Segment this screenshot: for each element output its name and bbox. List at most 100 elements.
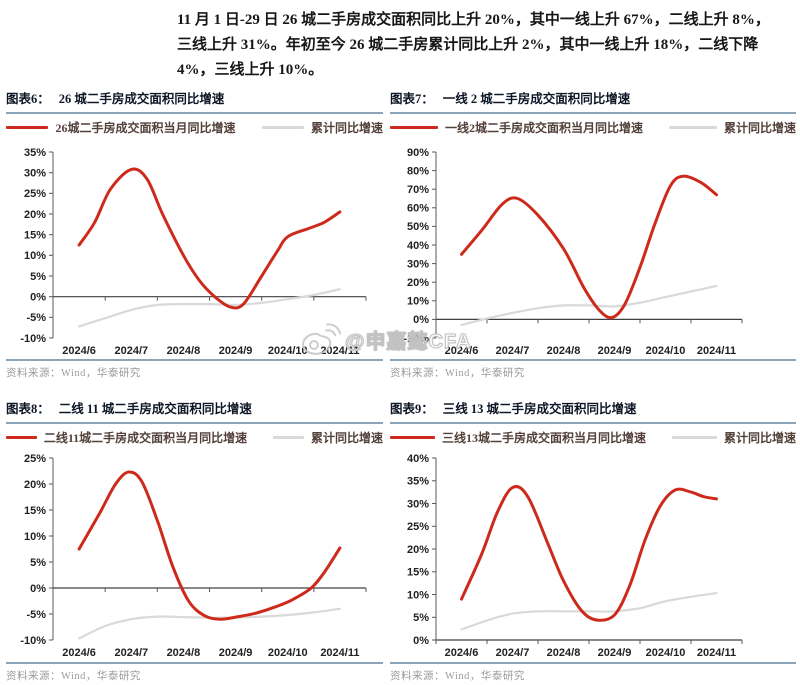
source-note: 资料来源：Wind，华泰研究 — [6, 359, 383, 380]
svg-text:2024/7: 2024/7 — [114, 345, 148, 357]
legend-label-cumulative: 累计同比增速 — [310, 120, 383, 135]
legend-swatch-cumulative — [273, 435, 304, 439]
svg-text:2024/11: 2024/11 — [697, 345, 736, 357]
svg-text:90%: 90% — [407, 147, 429, 159]
figure-title-text: 二线 11 城二手房成交面积同比增速 — [58, 402, 252, 416]
line-chart-tier3-cities: 0% 5% 10% 15% 20% 25% 30% 35% 40% 2024/6 2024/7 202… — [407, 453, 743, 659]
legend-swatch-cumulative — [672, 435, 717, 439]
svg-text:2024/11: 2024/11 — [697, 647, 736, 659]
legend-swatch-monthly — [390, 125, 438, 129]
svg-text:2024/7: 2024/7 — [496, 345, 530, 357]
svg-text:40%: 40% — [407, 453, 429, 465]
figure-label: 图表7： — [390, 92, 434, 106]
summary-paragraph: 11 月 1 日-29 日 26 城二手房成交面积同比上升 20%，其中一线上升… — [177, 8, 797, 83]
svg-text:70%: 70% — [407, 184, 429, 196]
svg-text:5%: 5% — [30, 271, 46, 283]
figure-title-text: 一线 2 城二手房成交面积同比增速 — [442, 92, 631, 106]
svg-text:10%: 10% — [24, 250, 46, 262]
svg-text:0%: 0% — [413, 635, 429, 647]
figure-panel-9: 图表9： 三线 13 城二手房成交面积同比增速 三线13城二手房成交面积当月同比增… — [390, 398, 796, 685]
line-chart-26-cities: -10% -5% 0% 5% 10% 15% 20% 25% 30% 35% 2024/6 2024/… — [20, 147, 367, 357]
svg-text:-10%: -10% — [20, 333, 46, 345]
svg-text:5%: 5% — [413, 612, 429, 624]
svg-text:25%: 25% — [24, 188, 46, 200]
source-note: 资料来源：Wind，华泰研究 — [6, 662, 383, 683]
svg-text:60%: 60% — [407, 203, 429, 215]
figure-title: 图表8： 二线 11 城二手房成交面积同比增速 — [6, 398, 383, 424]
svg-text:2024/6: 2024/6 — [445, 647, 479, 659]
svg-text:25%: 25% — [407, 521, 429, 533]
svg-text:2024/8: 2024/8 — [167, 647, 201, 659]
svg-text:0%: 0% — [413, 314, 429, 326]
svg-text:2024/8: 2024/8 — [547, 345, 581, 357]
svg-text:15%: 15% — [24, 505, 46, 517]
svg-text:35%: 35% — [407, 476, 429, 488]
figure-title-text: 26 城二手房成交面积同比增速 — [58, 92, 225, 106]
legend-swatch-monthly — [6, 125, 49, 129]
svg-text:50%: 50% — [407, 221, 429, 233]
svg-text:2024/10: 2024/10 — [646, 647, 686, 659]
svg-text:2024/11: 2024/11 — [320, 647, 359, 659]
svg-text:30%: 30% — [407, 258, 429, 270]
source-note: 资料来源：Wind，华泰研究 — [390, 359, 796, 380]
legend-swatch-cumulative — [261, 125, 304, 129]
figure-title: 图表9： 三线 13 城二手房成交面积同比增速 — [390, 398, 796, 424]
figure-label: 图表9： — [390, 402, 434, 416]
svg-text:35%: 35% — [24, 147, 46, 159]
svg-text:25%: 25% — [24, 453, 46, 465]
svg-text:2024/10: 2024/10 — [646, 345, 686, 357]
svg-text:2024/7: 2024/7 — [114, 647, 148, 659]
legend-label-monthly: 一线2城二手房成交面积当月同比增速 — [444, 120, 643, 135]
svg-text:2024/8: 2024/8 — [547, 647, 581, 659]
figure-title-text: 三线 13 城二手房成交面积同比增速 — [442, 402, 637, 416]
figure-panel-7: 图表7： 一线 2 城二手房成交面积同比增速 一线2城二手房成交面积当月同比增速 … — [390, 88, 796, 380]
svg-text:2024/11: 2024/11 — [320, 345, 359, 357]
line-chart-tier1-cities: -10% 0% 10% 20% 30% 40% 50% 60% 70% 80% 90% 2024/6 2… — [403, 147, 743, 357]
svg-text:15%: 15% — [407, 567, 429, 579]
summary-line: 三线上升 31%。年初至今 26 城二手房累计同比上升 2%，其中一线上升 18… — [177, 37, 759, 53]
legend-swatch-cumulative — [669, 125, 717, 129]
svg-text:20%: 20% — [407, 277, 429, 289]
chart-legend: 26城二手房成交面积当月同比增速 累计同比增速 — [6, 115, 383, 139]
legend-label-monthly: 三线13城二手房成交面积当月同比增速 — [441, 430, 646, 445]
chart-legend: 一线2城二手房成交面积当月同比增速 累计同比增速 — [390, 115, 796, 139]
summary-line: 4%，三线上升 10%。 — [177, 62, 324, 78]
chart-legend: 二线11城二手房成交面积当月同比增速 累计同比增速 — [6, 425, 383, 449]
svg-text:20%: 20% — [407, 544, 429, 556]
legend-label-cumulative: 累计同比增速 — [310, 430, 383, 445]
svg-text:2024/9: 2024/9 — [219, 647, 253, 659]
figure-label: 图表6： — [6, 92, 50, 106]
svg-text:0%: 0% — [30, 583, 46, 595]
svg-text:30%: 30% — [407, 498, 429, 510]
legend-swatch-monthly — [390, 435, 435, 439]
svg-text:15%: 15% — [24, 230, 46, 242]
svg-text:10%: 10% — [24, 531, 46, 543]
figure-title: 图表6： 26 城二手房成交面积同比增速 — [6, 88, 383, 114]
legend-label-cumulative: 累计同比增速 — [723, 430, 796, 445]
svg-text:2024/9: 2024/9 — [598, 345, 632, 357]
legend-swatch-monthly — [6, 435, 37, 439]
svg-text:20%: 20% — [24, 479, 46, 491]
svg-text:-10%: -10% — [403, 333, 429, 345]
legend-label-monthly: 二线11城二手房成交面积当月同比增速 — [43, 430, 248, 445]
svg-text:5%: 5% — [30, 557, 46, 569]
figure-panel-8: 图表8： 二线 11 城二手房成交面积同比增速 二线11城二手房成交面积当月同比增… — [6, 398, 383, 685]
figure-label: 图表8： — [6, 402, 50, 416]
summary-line: 11 月 1 日-29 日 26 城二手房成交面积同比上升 20%，其中一线上升… — [177, 12, 770, 28]
svg-text:2024/9: 2024/9 — [219, 345, 253, 357]
svg-text:10%: 10% — [407, 589, 429, 601]
svg-text:2024/7: 2024/7 — [496, 647, 530, 659]
svg-text:2024/6: 2024/6 — [62, 345, 96, 357]
chart-legend: 三线13城二手房成交面积当月同比增速 累计同比增速 — [390, 425, 796, 449]
figure-title: 图表7： 一线 2 城二手房成交面积同比增速 — [390, 88, 796, 114]
svg-text:20%: 20% — [24, 209, 46, 221]
svg-text:2024/10: 2024/10 — [268, 647, 308, 659]
line-chart-tier2-cities: -10% -5% 0% 5% 10% 15% 20% 25% 2024/6 2024/7 2024/… — [20, 453, 367, 659]
svg-text:-5%: -5% — [26, 609, 46, 621]
svg-text:2024/10: 2024/10 — [268, 345, 308, 357]
svg-text:2024/8: 2024/8 — [167, 345, 201, 357]
figure-panel-6: 图表6： 26 城二手房成交面积同比增速 26城二手房成交面积当月同比增速 累计同… — [6, 88, 383, 380]
svg-text:-5%: -5% — [26, 312, 46, 324]
svg-text:30%: 30% — [24, 168, 46, 180]
